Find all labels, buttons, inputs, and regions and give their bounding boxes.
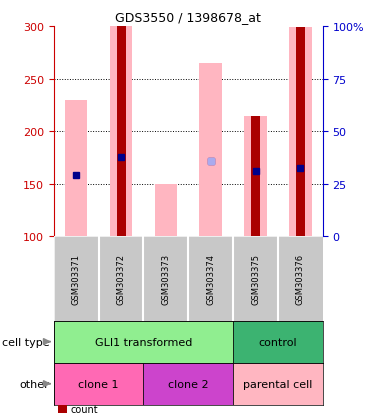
Text: GSM303373: GSM303373 xyxy=(161,253,170,304)
Text: GSM303372: GSM303372 xyxy=(116,253,125,304)
Title: GDS3550 / 1398678_at: GDS3550 / 1398678_at xyxy=(115,11,261,24)
Text: GSM303376: GSM303376 xyxy=(296,253,305,304)
Text: GLI1 transformed: GLI1 transformed xyxy=(95,337,192,347)
Bar xyxy=(233,363,323,405)
Bar xyxy=(296,28,305,237)
Bar xyxy=(244,117,267,237)
Text: cell type: cell type xyxy=(2,337,49,347)
Bar xyxy=(155,184,177,237)
Text: GSM303374: GSM303374 xyxy=(206,253,215,304)
Bar xyxy=(233,321,323,363)
Bar xyxy=(200,64,222,237)
Bar xyxy=(54,321,233,363)
Text: clone 1: clone 1 xyxy=(78,379,119,389)
Bar xyxy=(54,363,144,405)
Text: GSM303375: GSM303375 xyxy=(251,253,260,304)
Text: GSM303371: GSM303371 xyxy=(72,253,81,304)
Bar xyxy=(110,27,132,237)
Bar xyxy=(116,27,125,237)
Text: clone 2: clone 2 xyxy=(168,379,209,389)
Text: control: control xyxy=(259,337,297,347)
Bar xyxy=(251,117,260,237)
Bar xyxy=(144,363,233,405)
Text: parental cell: parental cell xyxy=(243,379,313,389)
Bar xyxy=(65,100,88,237)
Text: other: other xyxy=(20,379,49,389)
Text: count: count xyxy=(70,404,98,413)
Bar xyxy=(289,28,312,237)
